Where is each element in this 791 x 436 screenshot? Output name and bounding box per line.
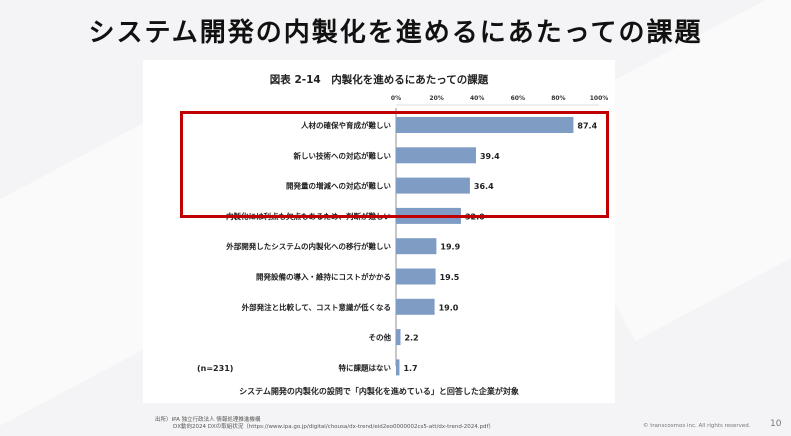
category-label: 特に課題はない <box>339 362 392 372</box>
chart-title: 図表 2-14 内製化を進めるにあたっての課題 <box>269 74 489 86</box>
data-label: 2.2 <box>404 334 418 343</box>
category-label: 開発量の増減への対応が難しい <box>286 181 391 191</box>
data-label: 1.7 <box>403 364 417 373</box>
x-tick-label: 0% <box>391 95 401 102</box>
x-tick-label: 80% <box>551 95 565 102</box>
data-label: 36.4 <box>474 182 494 191</box>
bar <box>396 359 400 376</box>
source-line: 出所）IPA 独立行政法人 情報処理推進機構 <box>155 417 261 423</box>
source-citation: 出所）IPA 独立行政法人 情報処理推進機構 DX動向2024 DXの取組状況（… <box>155 417 494 431</box>
bar <box>396 268 436 285</box>
data-label: 19.5 <box>440 273 460 282</box>
data-label: 39.4 <box>480 152 500 161</box>
x-tick-label: 60% <box>511 95 525 102</box>
category-label: 人材の確保や育成が難しい <box>301 120 391 130</box>
data-label: 19.9 <box>440 243 460 252</box>
data-label: 19.0 <box>439 303 459 312</box>
copyright: © transcosmos inc. All rights reserved. <box>643 423 751 429</box>
bar <box>396 117 574 133</box>
bar <box>396 147 476 164</box>
x-tick-label: 100% <box>590 95 609 102</box>
sample-size: (n=231) <box>197 364 234 373</box>
x-tick-label: 40% <box>470 95 484 102</box>
slide-title: システム開発の内製化を進めるにあたっての課題 <box>88 18 703 48</box>
category-label: 外部発注と比較して、コスト意識が低くなる <box>242 302 391 312</box>
x-tick-label: 20% <box>429 95 443 102</box>
bar <box>396 329 401 346</box>
highlight-box <box>180 111 609 218</box>
category-label: その他 <box>369 332 392 342</box>
chart-note: システム開発の内製化の設問で「内製化を進めている」と回答した企業が対象 <box>239 387 519 396</box>
data-label: 87.4 <box>577 122 597 131</box>
bar <box>396 298 435 315</box>
bar <box>396 177 470 194</box>
category-label: 外部開発したシステムの内製化への移行が難しい <box>226 241 391 251</box>
bar <box>396 238 437 255</box>
category-label: 開発設備の導入・維持にコストがかかる <box>256 272 391 282</box>
page-number: 10 <box>770 419 782 429</box>
source-line: DX動向2024 DXの取組状況（https://www.ipa.go.jp/d… <box>173 424 494 430</box>
category-label: 新しい技術への対応が難しい <box>294 150 392 160</box>
